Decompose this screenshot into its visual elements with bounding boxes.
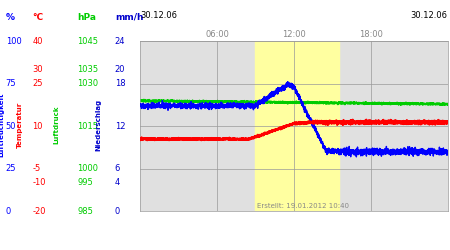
Text: 25: 25 [32, 79, 43, 88]
Text: hPa: hPa [77, 13, 96, 22]
Text: 0: 0 [5, 207, 11, 216]
Text: mm/h: mm/h [115, 13, 143, 22]
Text: 4: 4 [115, 178, 120, 188]
Text: -20: -20 [32, 207, 46, 216]
Text: Erstellt: 19.01.2012 10:40: Erstellt: 19.01.2012 10:40 [257, 203, 349, 209]
Text: 30: 30 [32, 65, 43, 74]
Text: 12: 12 [115, 122, 125, 131]
Text: -5: -5 [32, 164, 40, 173]
Text: 24: 24 [115, 37, 125, 46]
Text: 995: 995 [77, 178, 93, 188]
Text: 1045: 1045 [77, 37, 98, 46]
Text: 06:00: 06:00 [205, 30, 229, 39]
Text: 50: 50 [5, 122, 16, 131]
Text: 30.12.06: 30.12.06 [411, 11, 448, 20]
Text: 6: 6 [115, 164, 120, 173]
Text: Luftdruck: Luftdruck [53, 106, 59, 144]
Text: 12:00: 12:00 [282, 30, 306, 39]
Text: 1035: 1035 [77, 65, 98, 74]
Text: 1030: 1030 [77, 79, 98, 88]
Text: -10: -10 [32, 178, 46, 188]
Text: 18:00: 18:00 [359, 30, 383, 39]
Text: 10: 10 [32, 122, 43, 131]
Text: 100: 100 [5, 37, 21, 46]
Text: °C: °C [32, 13, 43, 22]
Text: 18: 18 [115, 79, 126, 88]
Text: 25: 25 [5, 164, 16, 173]
Bar [256, 41, 339, 211]
Text: 985: 985 [77, 207, 93, 216]
Text: 0: 0 [115, 207, 120, 216]
Text: 1000: 1000 [77, 164, 98, 173]
Text: 40: 40 [32, 37, 43, 46]
Text: 30.12.06: 30.12.06 [140, 11, 177, 20]
Text: Niederschlag: Niederschlag [95, 99, 101, 151]
Text: 1015: 1015 [77, 122, 98, 131]
Text: Temperatur: Temperatur [17, 102, 22, 148]
Text: %: % [5, 13, 14, 22]
Text: 20: 20 [115, 65, 125, 74]
Text: Luftfeuchtigkeit: Luftfeuchtigkeit [0, 93, 4, 157]
Text: 75: 75 [5, 79, 16, 88]
